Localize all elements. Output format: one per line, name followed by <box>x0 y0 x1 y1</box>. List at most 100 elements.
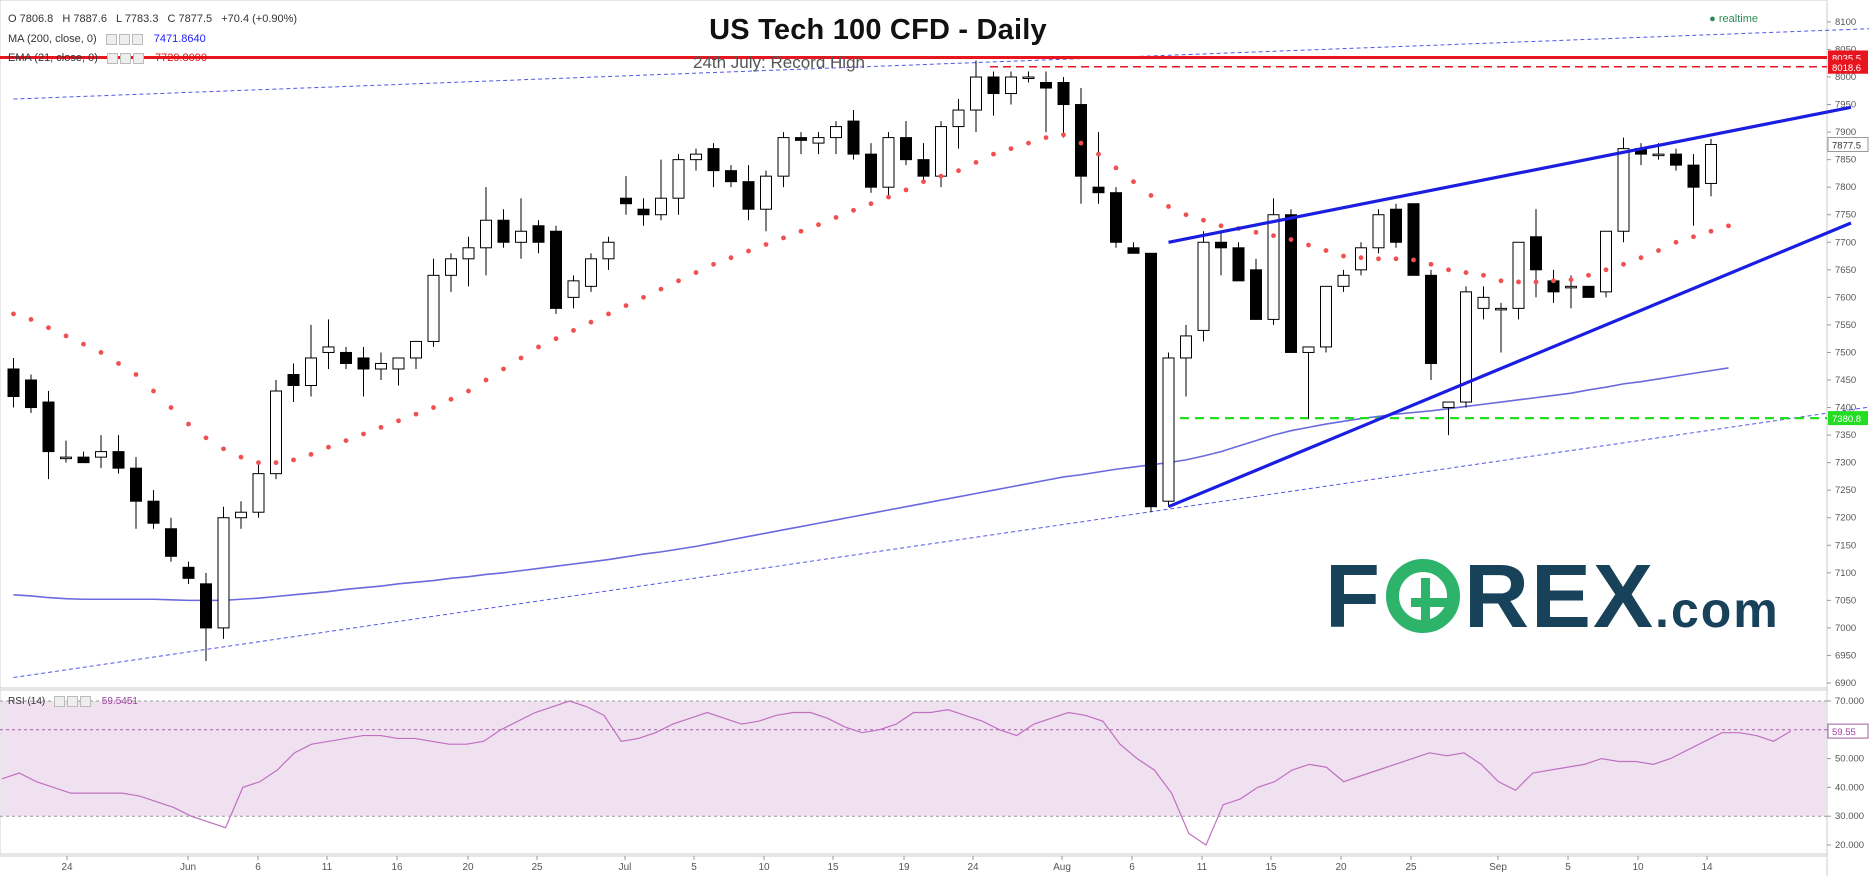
y-tick-label: 7550 <box>1835 320 1856 331</box>
candle-up <box>1268 215 1279 320</box>
ema-dot <box>641 295 646 300</box>
candle-down <box>148 501 159 523</box>
ema-dot <box>554 336 559 341</box>
ema-dot <box>1061 132 1066 137</box>
x-tick-label: 10 <box>758 862 770 873</box>
y-tick-label: 7750 <box>1835 210 1856 221</box>
x-tick-label: 24 <box>61 862 73 873</box>
candle-down <box>621 198 632 204</box>
candle-up <box>218 518 229 628</box>
logo-com: .com <box>1655 582 1780 638</box>
x-tick-label: 25 <box>1405 862 1417 873</box>
ema-dot <box>1621 262 1626 267</box>
settings-icon[interactable] <box>107 52 146 64</box>
candle-down <box>8 369 19 397</box>
rsi-y-tick-label: 30.000 <box>1835 811 1864 822</box>
x-tick-label: 24 <box>967 862 979 873</box>
record-high-annotation: 24th July: Record High <box>693 53 865 72</box>
candle-down <box>1251 270 1262 320</box>
ema-dot <box>151 389 156 394</box>
ema-dot <box>519 356 524 361</box>
candle-up <box>1653 154 1664 156</box>
candle-up <box>481 220 492 248</box>
y-tick-label: 6950 <box>1835 650 1856 661</box>
x-tick-label: 6 <box>255 862 261 873</box>
ema-dot <box>851 208 856 213</box>
ohlc-low: L 7783.3 <box>116 13 158 25</box>
ema-dot <box>536 345 541 350</box>
y-tick-label: 7150 <box>1835 540 1856 551</box>
ema-dot <box>1079 141 1084 146</box>
candle-up <box>586 259 597 287</box>
candle-up <box>1198 242 1209 330</box>
ema-dot <box>221 446 226 451</box>
ema-dot <box>606 311 611 316</box>
ema-dot <box>1656 248 1661 253</box>
rsi-y-tick-label: 50.000 <box>1835 754 1864 765</box>
ema-dot <box>676 278 681 283</box>
ohlc-high: H 7887.6 <box>62 13 107 25</box>
ema-dot <box>956 168 961 173</box>
ema-dot <box>256 460 261 465</box>
ema-dot <box>659 287 664 292</box>
candle-down <box>288 374 299 385</box>
x-tick-label: 11 <box>1197 862 1208 873</box>
ema-dot <box>746 249 751 254</box>
ohlc-open: O 7806.8 <box>8 13 53 25</box>
x-tick-label: 15 <box>827 862 839 873</box>
ma-legend[interactable]: MA (200, close, 0) 7471.8640 <box>8 33 212 45</box>
x-tick-label: Jun <box>180 862 196 873</box>
price-tag-7380-label: 7380.8 <box>1832 414 1861 425</box>
y-tick-label: 7050 <box>1835 595 1856 606</box>
ema-dot <box>239 455 244 460</box>
y-tick-label: 7650 <box>1835 265 1856 276</box>
rsi-legend[interactable]: RSI (14) 59.5451 <box>8 696 144 707</box>
candle-down <box>796 138 807 141</box>
ema-dot <box>99 350 104 355</box>
settings-icon[interactable] <box>54 696 93 707</box>
ema-dot <box>169 405 174 410</box>
ema-legend[interactable]: EMA (21, close, 0) 7729.8090 <box>8 52 213 64</box>
x-tick-label: Sep <box>1489 862 1507 873</box>
realtime-label: realtime <box>1719 13 1758 25</box>
logo-rex: REX <box>1464 547 1655 647</box>
candle-down <box>1058 83 1069 105</box>
candle-down <box>1111 193 1122 243</box>
ema-dot <box>1114 166 1119 171</box>
y-tick-label: 7700 <box>1835 237 1856 248</box>
x-tick-label: 14 <box>1701 862 1713 873</box>
settings-icon[interactable] <box>106 33 145 45</box>
y-tick-label: 7600 <box>1835 292 1856 303</box>
rsi-y-tick-label: 70.000 <box>1835 696 1864 707</box>
y-tick-label: 7450 <box>1835 375 1856 386</box>
candle-up <box>61 457 72 459</box>
rsi-y-tick-label: 20.000 <box>1835 840 1864 851</box>
candle-down <box>533 226 544 243</box>
candle-up <box>1478 297 1489 308</box>
candle-up <box>1163 358 1174 501</box>
ema-dot <box>729 255 734 260</box>
x-tick-label: 10 <box>1632 862 1644 873</box>
ema-dot <box>1499 278 1504 283</box>
y-tick-label: 7850 <box>1835 155 1856 166</box>
ema-dot <box>1429 262 1434 267</box>
ema-dot <box>869 201 874 206</box>
ema-dot <box>1096 152 1101 157</box>
ema-dot <box>816 222 821 227</box>
x-tick-label: 20 <box>1335 862 1347 873</box>
candle-up <box>936 127 947 177</box>
ema-dot <box>711 262 716 267</box>
ema-dot <box>624 303 629 308</box>
ema-dot <box>1709 229 1714 234</box>
ema-dot <box>1394 256 1399 261</box>
candle-down <box>726 171 737 182</box>
ema-dot <box>1201 218 1206 223</box>
ema-dot <box>484 378 489 383</box>
ohlc-change: +70.4 (+0.90%) <box>221 13 297 25</box>
y-tick-label: 6900 <box>1835 678 1856 689</box>
ema-dot <box>186 422 191 427</box>
x-tick-label: 15 <box>1265 862 1277 873</box>
ema-dot <box>1044 135 1049 140</box>
candle-up <box>691 154 702 160</box>
y-tick-label: 8100 <box>1835 17 1856 28</box>
